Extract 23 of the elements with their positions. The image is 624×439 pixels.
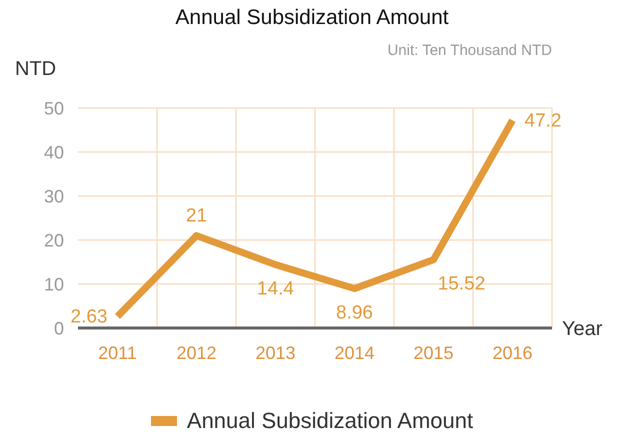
chart-title: Annual Subsidization Amount <box>174 6 450 30</box>
x-tick-label: 2016 <box>492 342 533 363</box>
x-tick-label: 2011 <box>98 342 137 363</box>
legend-label: Annual Subsidization Amount <box>186 408 474 434</box>
data-label: 15.52 <box>438 274 486 295</box>
x-tick-label: 2014 <box>334 342 375 363</box>
chart-subtitle: Unit: Ten Thousand NTD <box>387 42 552 59</box>
y-tick-label: 50 <box>44 98 64 118</box>
data-label: 21 <box>186 206 208 227</box>
y-tick-label: 40 <box>44 142 64 162</box>
data-label: 47.2 <box>524 110 562 132</box>
y-axis-title: NTD <box>15 58 56 81</box>
y-tick-label: 0 <box>54 318 64 338</box>
x-tick-label: 2013 <box>255 342 296 363</box>
y-tick-label: 30 <box>44 186 64 206</box>
x-axis-title: Year <box>562 318 602 341</box>
x-tick-label: 2015 <box>413 342 454 363</box>
data-label: 2.63 <box>70 306 108 328</box>
x-tick-label: 2012 <box>176 342 217 363</box>
y-tick-label: 10 <box>44 274 64 294</box>
data-label: 14.4 <box>257 278 294 300</box>
y-tick-label: 20 <box>44 230 64 250</box>
data-label: 8.96 <box>336 302 373 324</box>
